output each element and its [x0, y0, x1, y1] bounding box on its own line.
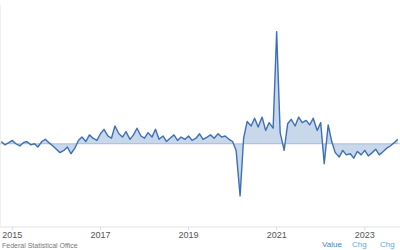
x-tick-label: 2021: [267, 230, 287, 240]
chart-container: 2015 2017 2019 2021 2023 Federal Statistical …: [0, 0, 400, 250]
x-tick-label: 2019: [179, 230, 199, 240]
x-tick-label: 2015: [2, 230, 22, 240]
x-tick-label: 2017: [90, 230, 110, 240]
y-axis-line: [0, 5, 1, 227]
source: Federal Statistical Office: [2, 242, 78, 249]
chart-svg: 2015 2017 2019 2021 2023 Federal Statistical …: [0, 0, 400, 250]
line: [1, 32, 397, 196]
tab[interactable]: Chg: [352, 240, 367, 249]
plot-area: [0, 32, 400, 196]
zero-line: [0, 143, 400, 144]
x-axis-line: [0, 227, 400, 228]
area: [1, 32, 397, 196]
tab[interactable]: Value: [322, 240, 342, 249]
tab[interactable]: Chg: [380, 240, 395, 249]
x-tick-label: 2023: [355, 230, 375, 240]
